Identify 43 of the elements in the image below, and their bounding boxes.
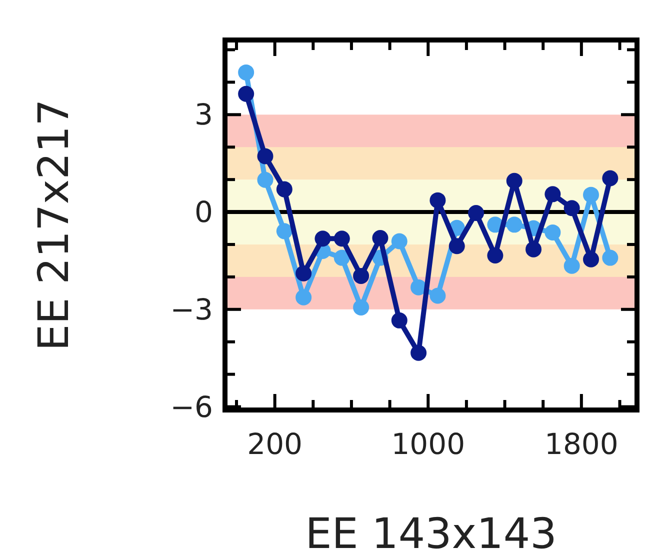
point — [276, 181, 292, 198]
y-tick-label: 0 — [194, 195, 213, 230]
x-axis-title: EE 143x143 — [305, 509, 557, 558]
point — [430, 288, 446, 304]
point — [238, 86, 254, 102]
point — [314, 230, 331, 247]
point — [526, 241, 542, 258]
point — [487, 248, 504, 264]
point — [430, 192, 446, 208]
y-axis-title: EE 217x217 — [29, 99, 78, 351]
point — [257, 172, 274, 188]
point — [410, 344, 427, 361]
point — [353, 299, 370, 316]
point — [564, 200, 580, 216]
point — [564, 258, 580, 274]
point — [410, 279, 427, 296]
point — [544, 224, 561, 240]
point — [468, 204, 484, 221]
point — [353, 268, 370, 284]
y-tick-label: −6 — [170, 390, 213, 424]
point — [602, 250, 618, 266]
point — [583, 186, 600, 203]
point — [391, 233, 408, 250]
x-tick-label: 1000 — [391, 427, 466, 461]
point — [372, 230, 388, 246]
point — [296, 265, 312, 282]
point — [334, 250, 350, 266]
y-tick-label: 3 — [194, 98, 213, 132]
y-tick-label: −3 — [170, 292, 213, 326]
x-tick-label: 200 — [247, 427, 303, 461]
point — [334, 230, 350, 247]
point — [276, 223, 292, 240]
point — [544, 186, 561, 202]
point — [583, 251, 600, 268]
point — [257, 148, 274, 164]
point — [602, 170, 618, 186]
point — [296, 289, 312, 306]
point — [506, 172, 522, 189]
point — [506, 216, 522, 233]
point — [391, 312, 408, 328]
x-tick-label: 1800 — [544, 427, 618, 461]
point — [448, 238, 465, 254]
point — [238, 64, 254, 80]
